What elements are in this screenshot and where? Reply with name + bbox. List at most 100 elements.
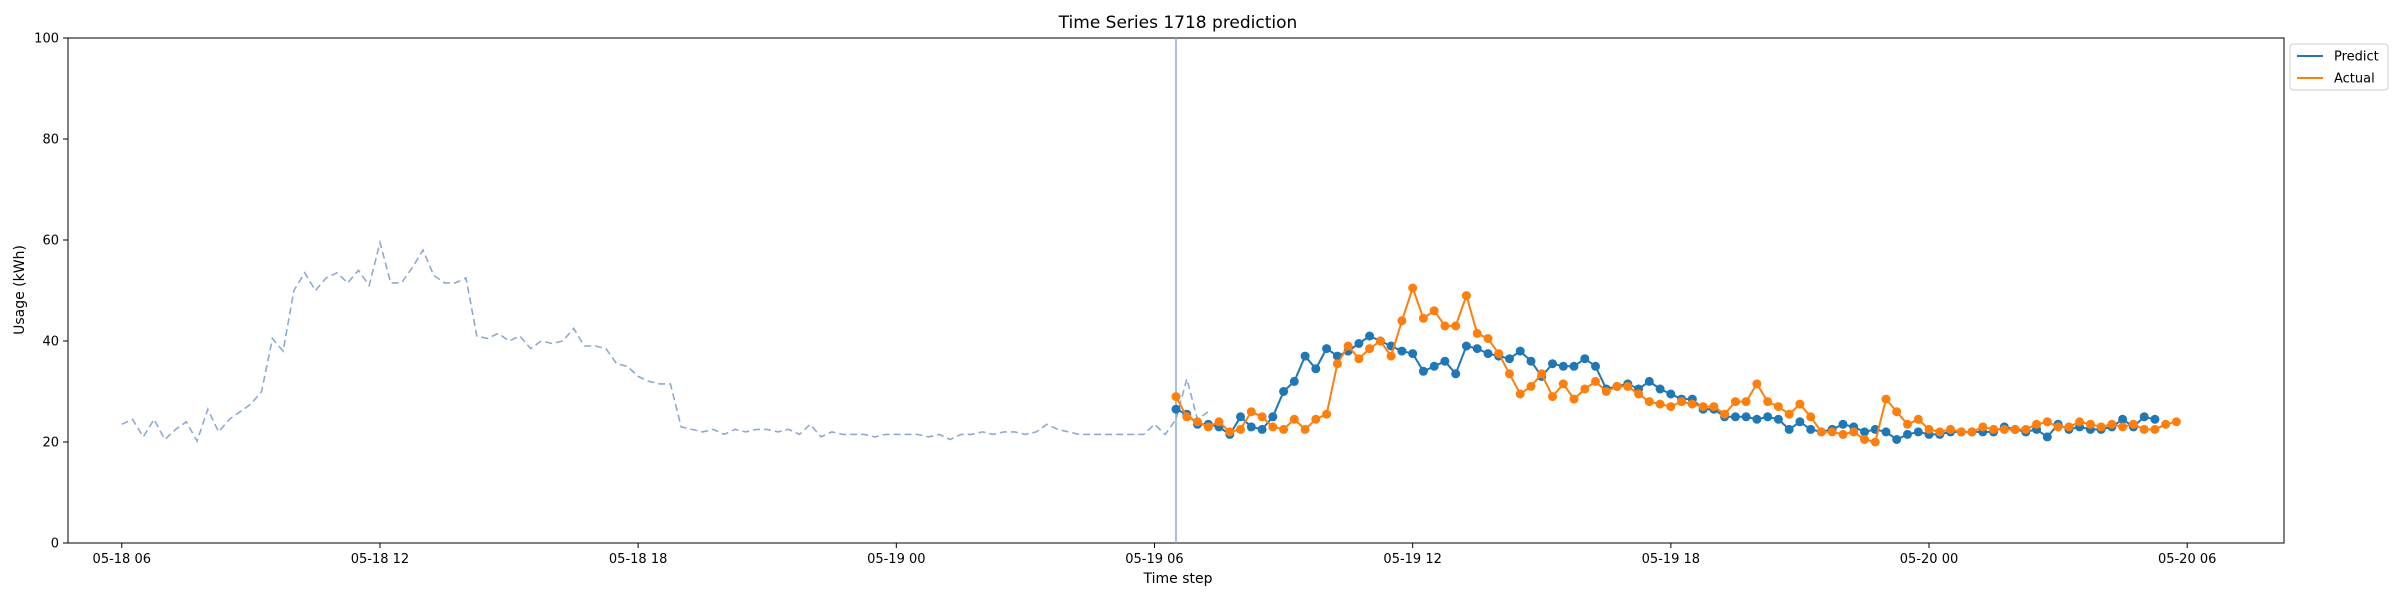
actual-point bbox=[1246, 407, 1256, 417]
actual-point bbox=[1946, 424, 1955, 434]
y-tick-label: 20 bbox=[42, 436, 59, 451]
actual-point bbox=[1634, 389, 1644, 399]
x-tick-label: 05-20 06 bbox=[2158, 552, 2216, 567]
legend-predict-label: Predict bbox=[2334, 50, 2379, 65]
actual-point bbox=[1451, 321, 1461, 331]
predict-point bbox=[1838, 419, 1848, 429]
predict-point bbox=[1860, 427, 1869, 437]
predict-point bbox=[1730, 412, 1740, 422]
actual-point bbox=[1365, 344, 1375, 354]
actual-point bbox=[2128, 419, 2138, 429]
actual-point bbox=[2150, 424, 2160, 434]
y-tick-label: 0 bbox=[51, 537, 59, 552]
legend-actual-label: Actual bbox=[2334, 72, 2375, 87]
y-tick-label: 80 bbox=[42, 133, 59, 148]
chart-title: Time Series 1718 prediction bbox=[1058, 13, 1298, 33]
x-tick-label: 05-18 18 bbox=[609, 552, 667, 567]
actual-point bbox=[1311, 414, 1321, 424]
predict-point bbox=[1451, 369, 1461, 379]
actual-point bbox=[1494, 349, 1504, 359]
predict-point bbox=[1268, 412, 1278, 422]
predict-point bbox=[1300, 351, 1310, 361]
actual-point bbox=[1709, 402, 1719, 412]
predict-point bbox=[1236, 412, 1245, 422]
x-tick-label: 05-18 12 bbox=[351, 552, 409, 567]
x-axis-label: Time step bbox=[1143, 571, 1213, 587]
actual-point bbox=[1677, 397, 1687, 407]
actual-point bbox=[1827, 427, 1837, 437]
series-actual bbox=[1171, 283, 2181, 447]
predict-point bbox=[1397, 346, 1407, 356]
actual-point bbox=[1903, 419, 1912, 429]
actual-point bbox=[1537, 369, 1547, 379]
predict-point bbox=[1354, 339, 1364, 348]
actual-point bbox=[1526, 381, 1536, 391]
actual-point bbox=[1784, 409, 1794, 419]
actual-point bbox=[1397, 316, 1407, 326]
actual-point bbox=[1655, 399, 1665, 409]
actual-point bbox=[1967, 427, 1977, 437]
actual-point bbox=[1698, 402, 1708, 412]
x-tick-label: 05-18 06 bbox=[93, 552, 151, 567]
actual-point bbox=[2161, 419, 2171, 429]
actual-point bbox=[1773, 402, 1783, 412]
x-tick-label: 05-19 18 bbox=[1642, 552, 1700, 567]
actual-point bbox=[1375, 336, 1385, 346]
predict-point bbox=[2150, 414, 2160, 424]
actual-point bbox=[2107, 419, 2117, 429]
actual-point bbox=[1505, 369, 1514, 379]
predict-point bbox=[1505, 354, 1514, 364]
x-tick-label: 05-19 00 bbox=[867, 552, 925, 567]
predict-point bbox=[1365, 331, 1375, 341]
actual-point bbox=[1687, 399, 1697, 409]
predict-point bbox=[1418, 366, 1428, 376]
predict-point bbox=[2118, 414, 2128, 424]
actual-point bbox=[1322, 409, 1332, 419]
predict-point bbox=[1892, 435, 1902, 444]
y-axis-label: Usage (kWh) bbox=[12, 245, 28, 335]
y-tick-label: 40 bbox=[42, 335, 59, 350]
predict-point bbox=[2139, 412, 2149, 422]
actual-point bbox=[2032, 419, 2042, 429]
predict-point bbox=[1913, 427, 1923, 437]
actual-point bbox=[1193, 417, 1202, 427]
actual-point bbox=[2021, 424, 2031, 434]
x-tick-label: 05-19 12 bbox=[1383, 552, 1441, 567]
predict-point bbox=[1548, 359, 1557, 369]
predict-point bbox=[1461, 341, 1471, 351]
actual-point bbox=[1816, 427, 1826, 437]
predict-point bbox=[1591, 361, 1600, 371]
actual-point bbox=[1763, 397, 1773, 407]
actual-point bbox=[1225, 427, 1235, 437]
actual-line bbox=[1175, 284, 2177, 444]
actual-point bbox=[1279, 424, 1289, 434]
x-tick-label: 05-20 00 bbox=[1900, 552, 1958, 567]
predict-point bbox=[1472, 344, 1482, 354]
actual-point bbox=[1644, 397, 1654, 407]
actual-point bbox=[1300, 424, 1310, 434]
actual-point bbox=[1548, 392, 1557, 402]
actual-point bbox=[1795, 399, 1805, 409]
y-tick-label: 100 bbox=[34, 32, 59, 47]
y-tick-label: 60 bbox=[42, 234, 59, 249]
actual-point bbox=[2171, 417, 2181, 427]
actual-point bbox=[1354, 354, 1364, 364]
x-axis: 05-18 06 05-18 12 05-18 18 05-19 00 05-19 06… bbox=[93, 543, 2216, 567]
actual-point bbox=[1483, 334, 1493, 343]
actual-point bbox=[2010, 424, 2020, 434]
actual-point bbox=[1343, 341, 1353, 351]
predict-point bbox=[1289, 376, 1299, 386]
actual-point bbox=[1870, 437, 1880, 447]
actual-point bbox=[2075, 417, 2085, 427]
actual-point bbox=[2053, 422, 2063, 432]
actual-point bbox=[2064, 422, 2074, 432]
actual-point bbox=[1741, 397, 1751, 407]
predict-point bbox=[1322, 344, 1332, 354]
predict-point bbox=[1655, 384, 1665, 394]
actual-point bbox=[1989, 424, 1999, 434]
predict-point bbox=[1881, 427, 1891, 437]
actual-point bbox=[1730, 397, 1740, 407]
actual-point bbox=[1913, 414, 1923, 424]
predict-point bbox=[1257, 424, 1267, 434]
actual-point bbox=[2096, 422, 2106, 432]
